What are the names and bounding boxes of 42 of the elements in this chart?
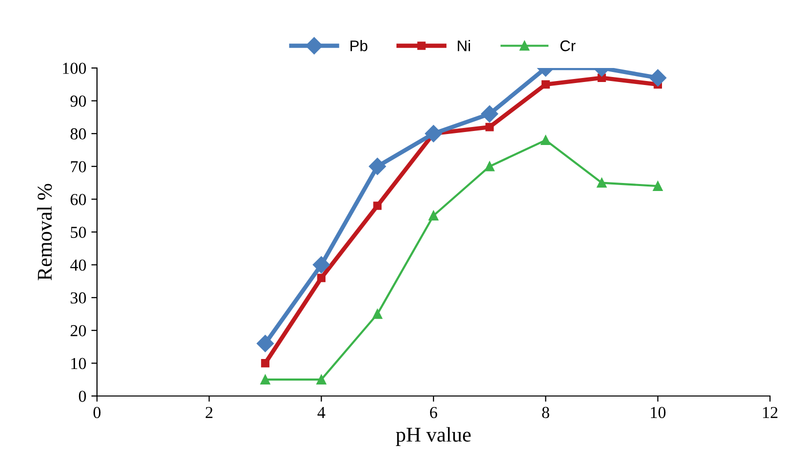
y-tick-label: 30 [70,292,86,304]
y-tick-label: 20 [70,325,86,336]
point [481,105,498,122]
y-tick-label: 70 [71,161,86,172]
y-tick-label: 60 [70,194,86,206]
point [484,162,494,172]
point [424,125,442,142]
y-axis-title: Removal % [37,184,52,280]
point [368,158,386,175]
x-tick-label: 12 [763,406,778,418]
x-tick-label: 6 [430,406,438,418]
point [373,202,382,210]
x-tick-label: 10 [650,406,666,418]
point [316,374,326,384]
y-tick-label: 10 [71,358,86,370]
point [317,274,326,282]
x-tick-label: 0 [93,406,101,418]
point [372,309,382,319]
point [261,359,270,368]
point [260,374,270,384]
y-tick-label: 50 [70,226,86,238]
x-tick-label: 8 [542,406,550,418]
point [540,135,551,146]
y-tick-label: 40 [70,260,86,271]
point [649,69,666,86]
point [256,334,274,352]
legend-label: Cr [560,40,576,52]
x-tick-label: 2 [206,406,212,418]
point [312,256,330,274]
point [542,80,550,89]
point [596,178,607,188]
y-tick-label: 90 [70,96,86,107]
legend-label: Ni [458,40,470,52]
y-tick-label: 0 [78,390,86,402]
x-tick-label: 4 [317,407,326,418]
x-axis-title: pH value [396,427,471,446]
y-tick-label: 80 [70,128,86,140]
point [652,181,663,191]
y-tick-label: 100 [63,62,86,74]
legend-label: Pb [350,40,368,52]
point [428,210,438,220]
point [485,122,494,132]
